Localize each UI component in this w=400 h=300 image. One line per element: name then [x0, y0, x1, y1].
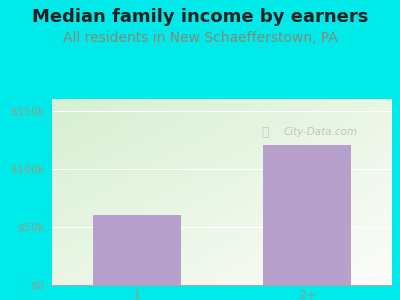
Text: All residents in New Schaefferstown, PA: All residents in New Schaefferstown, PA [62, 32, 338, 46]
Text: Median family income by earners: Median family income by earners [32, 8, 368, 26]
Text: Ⓠ: Ⓠ [261, 126, 269, 139]
Bar [263, 146, 351, 285]
Bar [93, 215, 181, 285]
Text: City-Data.com: City-Data.com [283, 128, 357, 137]
